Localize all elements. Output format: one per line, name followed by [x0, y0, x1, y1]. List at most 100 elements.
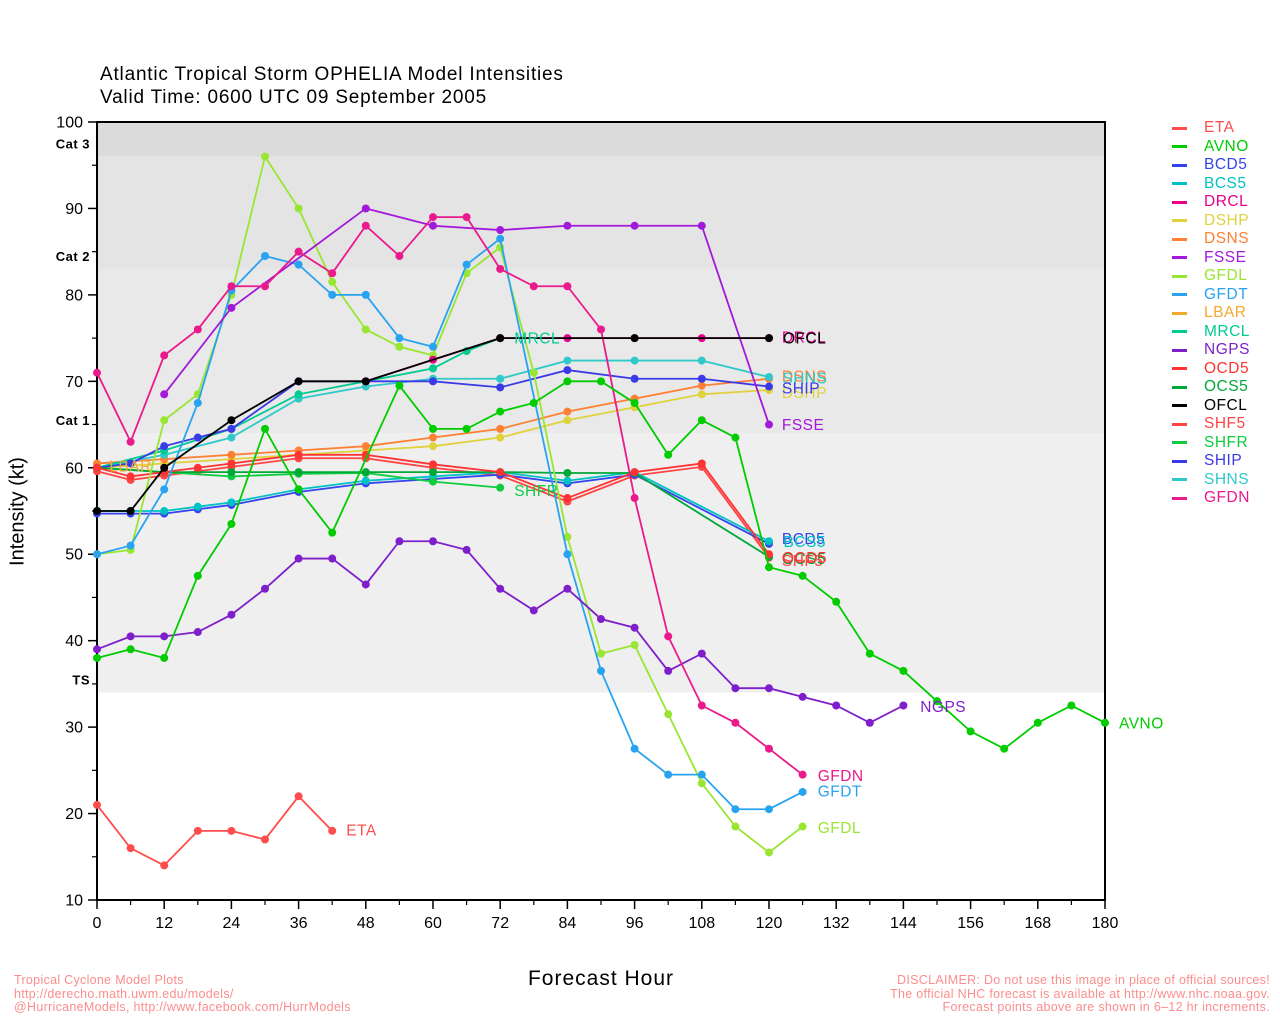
y-tick-label: 70 — [65, 374, 83, 391]
series-point-ETA — [160, 861, 169, 870]
series-point-DSHP — [697, 390, 706, 399]
series-point-DSHP — [429, 442, 437, 451]
y-tick-label: 100 — [56, 115, 83, 132]
series-point-GFDN — [395, 251, 404, 260]
series-point-OCD5 — [294, 450, 303, 459]
y-tick-label: 20 — [65, 806, 83, 823]
series-point-OCS5 — [429, 468, 437, 477]
legend-item-GFDN: GFDN — [1172, 489, 1250, 508]
series-point-NGPS — [193, 628, 202, 637]
series-point-OCS5 — [361, 468, 370, 477]
series-point-NGPS — [462, 545, 471, 554]
series-point-OCD5 — [697, 459, 706, 468]
series-label-DSHP: DSHP — [782, 385, 827, 402]
footer-credit-line: @HurricaneModels, http://www.facebook.co… — [14, 1000, 351, 1014]
series-point-FSSE — [765, 420, 773, 429]
x-tick-label: 120 — [756, 915, 783, 932]
x-tick-label: 84 — [559, 915, 577, 932]
series-label-MRCL: MRCL — [514, 331, 560, 348]
category-label: Cat 3 — [56, 137, 90, 152]
series-point-OFCL — [126, 507, 135, 515]
legend-swatch-OCD5 — [1172, 367, 1187, 371]
legend-swatch-BCS5 — [1172, 182, 1187, 186]
series-point-GFDT — [160, 485, 169, 494]
series-point-ETA — [261, 835, 269, 844]
series-point-SHFR — [429, 477, 437, 486]
legend-item-AVNO: AVNO — [1172, 138, 1250, 157]
footer-disclaimer: DISCLAIMER: Do not use this image in pla… — [890, 973, 1270, 1015]
series-line-MRCL — [96, 337, 501, 469]
legend-label-AVNO: AVNO — [1204, 137, 1249, 155]
series-point-GFDN — [93, 368, 101, 377]
footer-disclaimer-line: DISCLAIMER: Do not use this image in pla… — [897, 973, 1270, 987]
legend-swatch-ETA — [1172, 126, 1187, 130]
series-label-OFCL: OFCL — [783, 331, 826, 348]
series-point-SHIP — [563, 366, 572, 375]
y-tick-label: 60 — [65, 460, 83, 477]
series-point-OCS5 — [294, 468, 303, 477]
x-tick-label: 168 — [1024, 915, 1051, 932]
legend-label-BCD5: BCD5 — [1204, 156, 1248, 174]
series-point-GFDN — [496, 264, 505, 273]
series-point-AVNO — [597, 377, 605, 386]
series-point-GFDN — [361, 221, 370, 230]
legend-item-SHNS: SHNS — [1172, 471, 1250, 490]
series-point-AVNO — [193, 571, 202, 580]
series-point-OCD5 — [227, 459, 236, 468]
x-tick-label: 156 — [957, 915, 984, 932]
category-band — [97, 268, 1105, 434]
series-point-AVNO — [462, 424, 471, 433]
legend-item-NGPS: NGPS — [1172, 341, 1250, 360]
legend-item-GFDT: GFDT — [1172, 286, 1250, 305]
series-point-AVNO — [261, 424, 269, 433]
series-point-BCS5 — [765, 537, 773, 546]
series-point-NGPS — [126, 632, 135, 641]
series-point-NGPS — [294, 554, 303, 563]
series-point-SHIP — [496, 383, 505, 392]
series-point-GFDN — [798, 770, 807, 779]
series-point-OCD5 — [193, 463, 202, 472]
series-point-NGPS — [899, 701, 908, 710]
series-point-GFDN — [227, 282, 236, 291]
legend-item-DSHP: DSHP — [1172, 212, 1250, 231]
series-label-BCS5: BCS5 — [784, 534, 827, 551]
series-point-OCD5 — [630, 468, 639, 477]
series-point-GFDT — [395, 334, 404, 343]
series-point-NGPS — [798, 692, 807, 701]
series-point-SHFR — [496, 483, 505, 492]
series-point-NGPS — [429, 537, 437, 546]
series-line-GFDN — [96, 216, 804, 776]
legend-swatch-GFDT — [1172, 293, 1187, 297]
series-point-GFDT — [664, 770, 673, 779]
series-point-BCS5 — [160, 507, 169, 515]
legend-swatch-DSHP — [1172, 219, 1187, 223]
series-point-FSSE — [697, 221, 706, 230]
series-point-ETA — [193, 826, 202, 835]
series-line-AVNO — [96, 380, 1106, 750]
series-point-OFCL — [160, 463, 169, 472]
legend-label-BCS5: BCS5 — [1204, 174, 1247, 192]
footer-disclaimer-line: Forecast points above are shown in 6–12 … — [942, 1000, 1270, 1014]
series-point-AVNO — [1101, 718, 1109, 727]
y-tick-label: 80 — [65, 287, 83, 304]
series-point-NGPS — [630, 623, 639, 632]
series-point-SHIP — [126, 459, 135, 468]
series-point-SHIP — [160, 442, 169, 451]
series-point-AVNO — [664, 450, 673, 459]
category-band — [97, 156, 1105, 269]
series-point-ETA — [294, 792, 303, 801]
legend-label-NGPS: NGPS — [1204, 341, 1250, 359]
series-point-SHIP — [429, 377, 437, 386]
legend-item-MRCL: MRCL — [1172, 323, 1250, 342]
chart-title-line1: Atlantic Tropical Storm OPHELIA Model In… — [100, 64, 564, 85]
x-tick-label: 108 — [688, 915, 715, 932]
legend-label-DRCL: DRCL — [1204, 193, 1249, 211]
series-point-GFDN — [160, 351, 169, 360]
legend-swatch-MRCL — [1172, 330, 1187, 334]
series-point-GFDN — [462, 213, 471, 222]
series-point-DSNS — [227, 450, 236, 459]
series-point-GFDN — [697, 701, 706, 710]
series-point-GFDT — [361, 290, 370, 299]
series-point-AVNO — [630, 398, 639, 407]
legend-label-DSHP: DSHP — [1204, 211, 1250, 229]
